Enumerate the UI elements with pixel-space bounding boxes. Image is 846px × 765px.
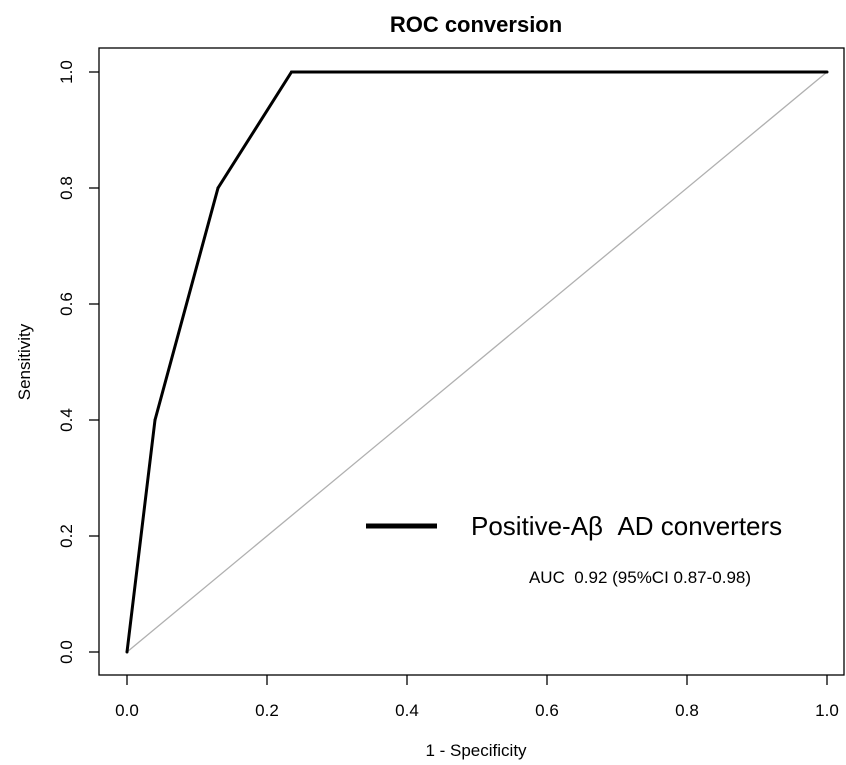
- y-tick-label: 0.6: [57, 292, 76, 316]
- roc-point: [125, 650, 129, 654]
- roc-point: [216, 186, 220, 190]
- x-axis: 0.0 0.2 0.4 0.6 0.8 1.0: [115, 675, 839, 720]
- y-tick-label: 0.8: [57, 176, 76, 200]
- x-tick-label: 0.6: [535, 701, 559, 720]
- y-tick-label: 0.2: [57, 524, 76, 548]
- roc-point: [290, 70, 293, 74]
- x-tick-label: 0.8: [675, 701, 699, 720]
- plot-frame: [98, 47, 845, 676]
- reference-diagonal-line: [126, 71, 828, 653]
- roc-point: [825, 70, 829, 74]
- x-tick-label: 0.0: [115, 701, 139, 720]
- roc-point: [153, 418, 157, 422]
- auc-annotation: AUC 0.92 (95%CI 0.87-0.98): [529, 568, 751, 587]
- chart-title: ROC conversion: [390, 12, 562, 37]
- roc-curve-points: [125, 70, 829, 654]
- y-axis: 0.0 0.2 0.4 0.6 0.8 1.0: [57, 60, 99, 664]
- y-axis-label: Sensitivity: [15, 323, 34, 400]
- x-tick-label: 0.4: [395, 701, 419, 720]
- y-tick-label: 0.4: [57, 408, 76, 432]
- y-tick-label: 1.0: [57, 60, 76, 84]
- legend-label: Positive-Aβ AD converters: [471, 511, 782, 541]
- x-tick-label: 1.0: [815, 701, 839, 720]
- x-tick-label: 0.2: [255, 701, 279, 720]
- legend: Positive-Aβ AD converters: [366, 511, 782, 541]
- y-tick-label: 0.0: [57, 640, 76, 664]
- x-axis-label: 1 - Specificity: [425, 741, 527, 760]
